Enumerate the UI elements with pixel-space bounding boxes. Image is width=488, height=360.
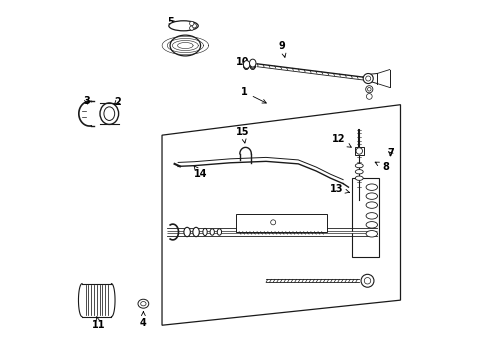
Circle shape [360,274,373,287]
Text: 12: 12 [331,135,350,147]
Text: 10: 10 [236,57,249,67]
Text: 9: 9 [278,41,285,57]
Polygon shape [162,105,400,325]
Circle shape [366,94,371,99]
Text: 5: 5 [167,17,177,27]
Ellipse shape [366,230,377,237]
Text: 15: 15 [236,127,249,143]
Circle shape [363,73,372,84]
Ellipse shape [138,299,148,308]
Ellipse shape [104,107,115,121]
Ellipse shape [170,35,200,56]
Circle shape [364,278,370,284]
Ellipse shape [217,229,221,235]
Ellipse shape [249,59,255,67]
Ellipse shape [355,170,363,174]
Circle shape [355,148,362,154]
Ellipse shape [183,227,190,237]
Bar [351,178,378,257]
Ellipse shape [243,60,249,68]
Ellipse shape [366,213,377,219]
Text: 3: 3 [83,96,90,106]
Circle shape [365,86,372,93]
Circle shape [367,87,370,91]
Circle shape [270,220,275,225]
Ellipse shape [366,184,377,190]
Circle shape [365,76,370,81]
Text: 4: 4 [140,312,146,328]
Ellipse shape [100,103,119,125]
Bar [235,215,326,231]
Circle shape [192,24,196,28]
Ellipse shape [366,202,377,208]
Bar [354,147,363,155]
Ellipse shape [203,228,207,235]
Ellipse shape [355,163,363,168]
Circle shape [189,26,194,30]
Ellipse shape [192,227,199,237]
Text: 14: 14 [194,166,207,179]
Ellipse shape [141,302,146,306]
Text: 6: 6 [175,43,182,53]
Ellipse shape [366,193,377,199]
Ellipse shape [210,229,214,235]
Ellipse shape [366,222,377,228]
Text: 2: 2 [114,97,121,107]
Text: 8: 8 [374,162,388,172]
Text: 11: 11 [92,317,105,329]
Text: 13: 13 [329,184,349,194]
Ellipse shape [355,176,363,180]
Circle shape [189,21,194,26]
Text: 1: 1 [241,87,266,103]
Ellipse shape [168,21,198,31]
Text: 7: 7 [386,148,393,158]
